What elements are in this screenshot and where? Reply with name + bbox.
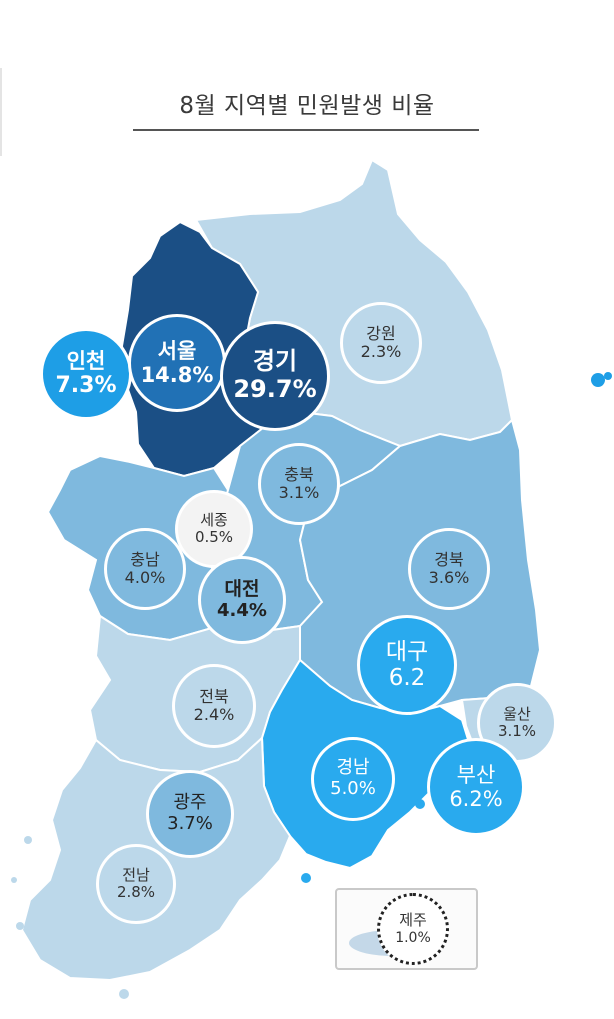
gyeongbuk-name: 경북 (434, 549, 464, 569)
bubble-seoul: 서울 14.8% (128, 314, 226, 412)
busan-value: 6.2% (449, 787, 503, 811)
bubble-gyeongnam: 경남 5.0% (311, 737, 395, 821)
jeonbuk-value: 2.4% (193, 705, 235, 724)
chungbuk-value: 3.1% (278, 483, 320, 502)
island (604, 372, 612, 380)
gangwon-value: 2.3% (360, 342, 402, 361)
chungbuk-name: 충북 (284, 464, 314, 484)
island (301, 873, 311, 883)
jeonbuk-name: 전북 (199, 686, 229, 706)
bubble-jeonnam: 전남 2.8% (96, 844, 176, 924)
bubble-chungbuk: 충북 3.1% (258, 443, 340, 525)
gyeongnam-name: 경남 (336, 757, 370, 779)
jeju-name: 제주 (399, 911, 427, 930)
jeonnam-value: 2.8% (116, 883, 156, 901)
ulsan-value: 3.1% (497, 722, 537, 740)
bubble-gyeongbuk: 경북 3.6% (408, 528, 490, 610)
gangwon-name: 강원 (366, 323, 396, 343)
busan-name: 부산 (456, 762, 496, 787)
gyeongnam-value: 5.0% (330, 778, 376, 799)
title-underline (133, 129, 479, 131)
incheon-name: 인천 (66, 349, 106, 374)
incheon-value: 7.3% (55, 373, 117, 399)
island (119, 989, 129, 999)
island (24, 836, 32, 844)
chungnam-name: 충남 (130, 549, 160, 569)
gyeonggi-value: 29.7% (233, 375, 317, 403)
daejeon-name: 대전 (224, 577, 260, 600)
jeju-value: 1.0% (395, 929, 431, 946)
seoul-value: 14.8% (140, 363, 214, 387)
map-title: 8월 지역별 민원발생 비율 (179, 93, 435, 119)
island (16, 922, 24, 930)
bubble-gangwon: 강원 2.3% (340, 302, 422, 384)
bubble-jeju: 제주 1.0% (377, 893, 449, 965)
bubble-incheon: 인천 7.3% (40, 328, 132, 420)
sejong-value: 0.5% (194, 528, 234, 546)
bubble-daegu: 대구 6.2 (357, 615, 457, 715)
sejong-name: 세종 (200, 510, 228, 529)
bubble-ulsan: 울산 3.1% (477, 683, 557, 763)
bubble-daejeon: 대전 4.4% (198, 556, 286, 644)
daegu-name: 대구 (385, 638, 429, 665)
chungnam-value: 4.0% (124, 568, 166, 587)
island (11, 877, 17, 883)
left-divider (0, 68, 2, 156)
daegu-value: 6.2 (388, 665, 426, 691)
gwangju-name: 광주 (173, 792, 207, 814)
seoul-name: 서울 (157, 338, 197, 363)
jeonnam-name: 전남 (122, 865, 150, 884)
bubble-busan: 부산 6.2% (427, 738, 525, 836)
daejeon-value: 4.4% (217, 599, 267, 621)
island (591, 373, 605, 387)
bubble-gyeonggi: 경기 29.7% (220, 321, 330, 431)
bubble-chungnam: 충남 4.0% (104, 528, 186, 610)
ulsan-name: 울산 (503, 704, 531, 723)
bubble-gwangju: 광주 3.7% (146, 770, 234, 858)
gyeongbuk-value: 3.6% (428, 568, 470, 587)
island (415, 799, 425, 809)
gwangju-value: 3.7% (167, 813, 213, 834)
bubble-jeonbuk: 전북 2.4% (172, 664, 256, 748)
gyeonggi-name: 경기 (252, 347, 298, 376)
